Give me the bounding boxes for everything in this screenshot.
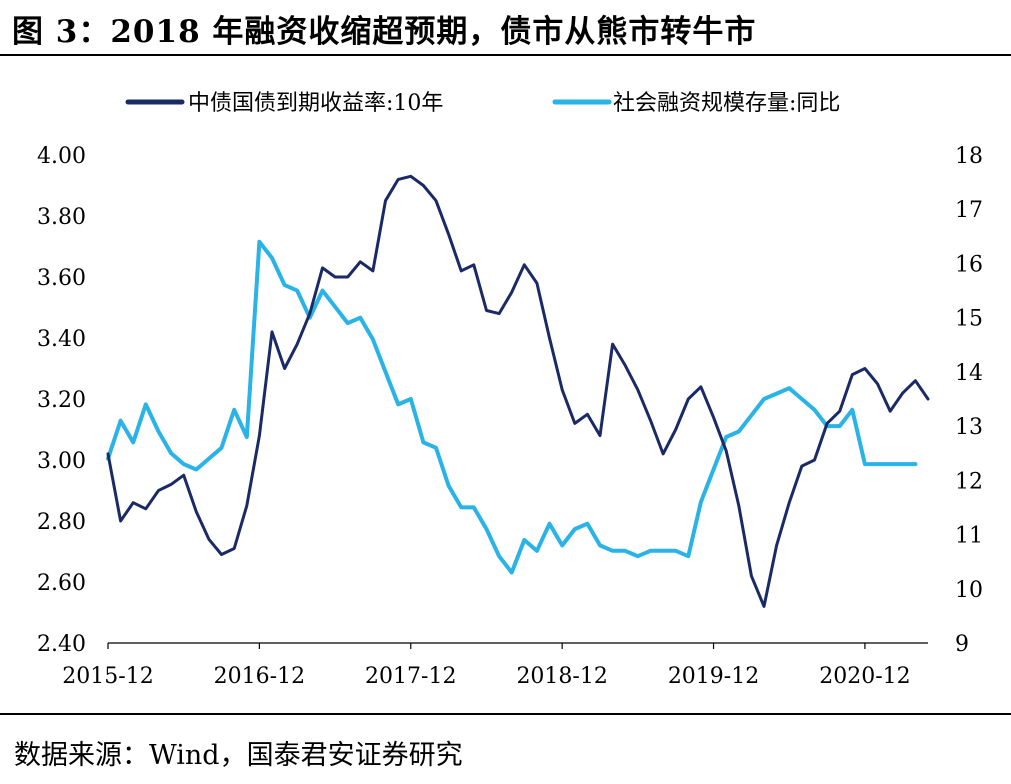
left-tick-label: 3.40: [37, 327, 86, 352]
source-note: 数据来源：Wind，国泰君安证券研究: [14, 740, 463, 771]
left-tick-label: 2.80: [37, 510, 86, 535]
x-tick-label: 2018-12: [516, 664, 607, 689]
top-rule: [0, 54, 1011, 56]
left-tick-label: 2.40: [37, 632, 86, 657]
left-axis: 2.40 2.60 2.80 3.00 3.20 3.40 3.60 3.80 4.00: [37, 144, 86, 657]
right-tick-label: 11: [955, 524, 983, 549]
right-tick-label: 16: [955, 252, 983, 277]
right-tick-label: 14: [955, 361, 983, 386]
legend-label: 社会融资规模存量:同比: [613, 91, 840, 116]
chart-title: 图 3：2018 年融资收缩超预期，债市从熊市转牛市: [12, 14, 757, 50]
x-tick-label: 2015-12: [62, 664, 153, 689]
right-tick-label: 13: [955, 415, 983, 440]
x-axis: 2015-12 2016-12 2017-12 2018-12 2019-12 2020-…: [62, 642, 928, 689]
legend: 中债国债到期收益率:10年 社会融资规模存量:同比: [125, 91, 840, 116]
line-chart: 中债国债到期收益率:10年 社会融资规模存量:同比 2.40 2.60 2.80 3.0…: [37, 91, 983, 689]
right-tick-label: 17: [955, 198, 983, 223]
x-tick-label: 2019-12: [668, 664, 759, 689]
left-tick-label: 2.60: [37, 571, 86, 596]
left-tick-label: 3.60: [37, 266, 86, 291]
right-tick-label: 18: [955, 144, 983, 169]
legend-label: 中债国债到期收益率:10年: [188, 91, 443, 116]
series-line-tsf-growth: [106, 239, 918, 575]
right-tick-label: 15: [955, 307, 983, 332]
right-tick-label: 9: [955, 632, 969, 657]
right-tick-label: 12: [955, 469, 983, 494]
series-layer: [106, 174, 930, 608]
x-tick-label: 2017-12: [365, 664, 456, 689]
left-tick-label: 3.80: [37, 205, 86, 230]
x-tick-label: 2016-12: [214, 664, 305, 689]
x-tick-label: 2020-12: [819, 664, 910, 689]
right-axis: 9 10 11 12 13 14 15 16 17 18: [955, 144, 983, 657]
right-tick-label: 10: [955, 578, 983, 603]
bottom-rule: [0, 713, 1011, 715]
left-tick-label: 3.20: [37, 388, 86, 413]
left-tick-label: 3.00: [37, 449, 86, 474]
left-tick-label: 4.00: [37, 144, 86, 169]
series-line-bond-yield: [106, 174, 930, 608]
